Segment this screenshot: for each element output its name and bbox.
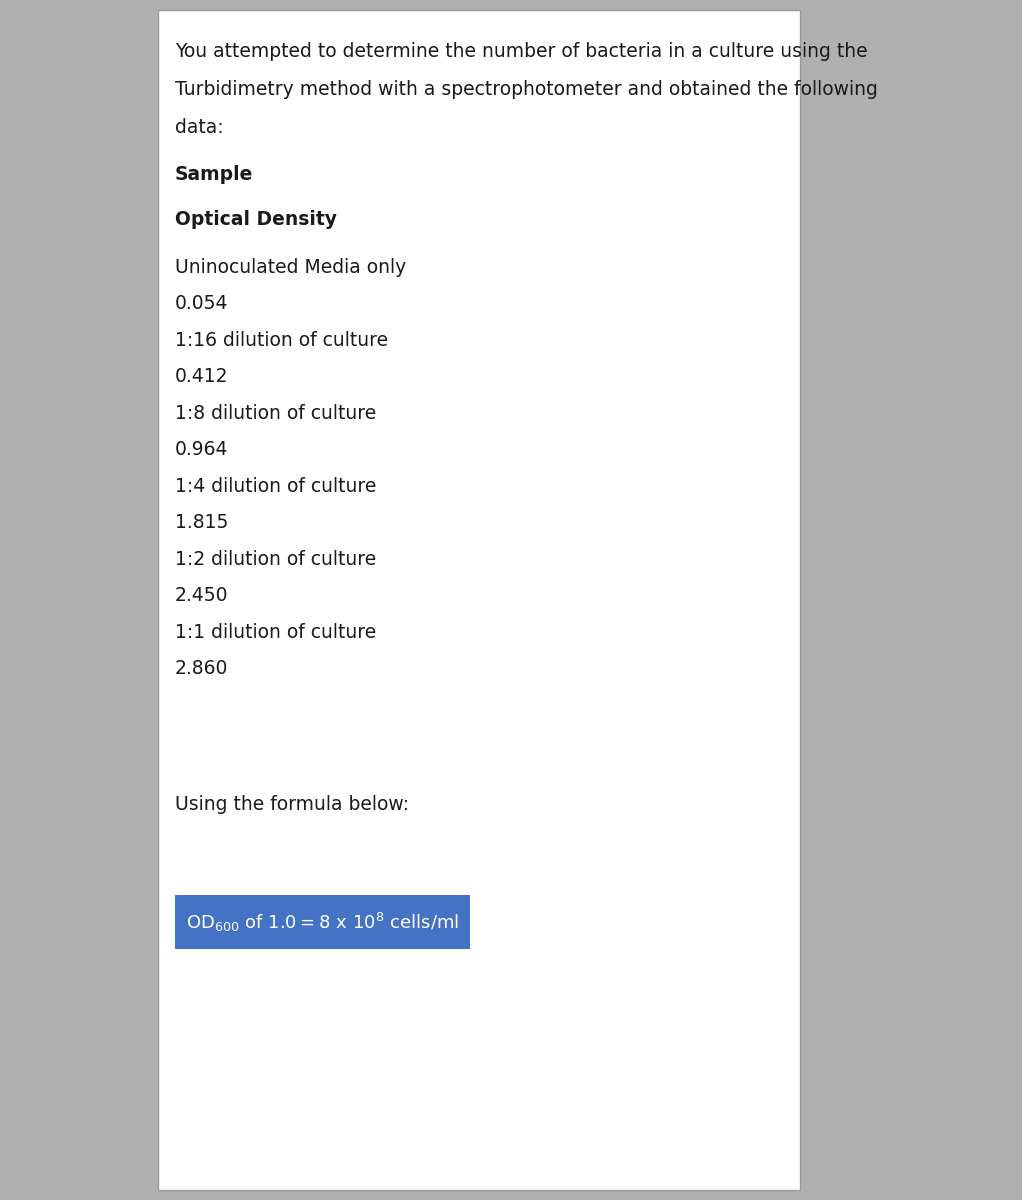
Text: data:: data: <box>175 118 224 137</box>
Text: $\mathregular{OD}_{600}\ \mathregular{of\ 1.0 = 8\ x\ 10}^{8}\ \mathregular{cell: $\mathregular{OD}_{600}\ \mathregular{of… <box>186 911 459 934</box>
Text: 1:4 dilution of culture: 1:4 dilution of culture <box>175 476 376 496</box>
FancyBboxPatch shape <box>175 895 470 949</box>
Text: 1:2 dilution of culture: 1:2 dilution of culture <box>175 550 376 569</box>
FancyBboxPatch shape <box>158 10 800 1190</box>
Text: Sample: Sample <box>175 164 253 184</box>
Text: 1:8 dilution of culture: 1:8 dilution of culture <box>175 404 376 422</box>
Text: 1:16 dilution of culture: 1:16 dilution of culture <box>175 331 388 350</box>
Text: Using the formula below:: Using the formula below: <box>175 794 409 814</box>
Text: 0.412: 0.412 <box>175 367 229 386</box>
Text: 0.054: 0.054 <box>175 294 229 313</box>
Text: 1:1 dilution of culture: 1:1 dilution of culture <box>175 623 376 642</box>
Text: Optical Density: Optical Density <box>175 210 337 229</box>
Text: Uninoculated Media only: Uninoculated Media only <box>175 258 407 277</box>
Text: 2.450: 2.450 <box>175 586 229 605</box>
Text: Turbidimetry method with a spectrophotometer and obtained the following: Turbidimetry method with a spectrophotom… <box>175 80 878 98</box>
Text: 2.860: 2.860 <box>175 659 228 678</box>
Text: 0.964: 0.964 <box>175 440 229 458</box>
Text: You attempted to determine the number of bacteria in a culture using the: You attempted to determine the number of… <box>175 42 868 61</box>
Text: 1.815: 1.815 <box>175 514 228 532</box>
